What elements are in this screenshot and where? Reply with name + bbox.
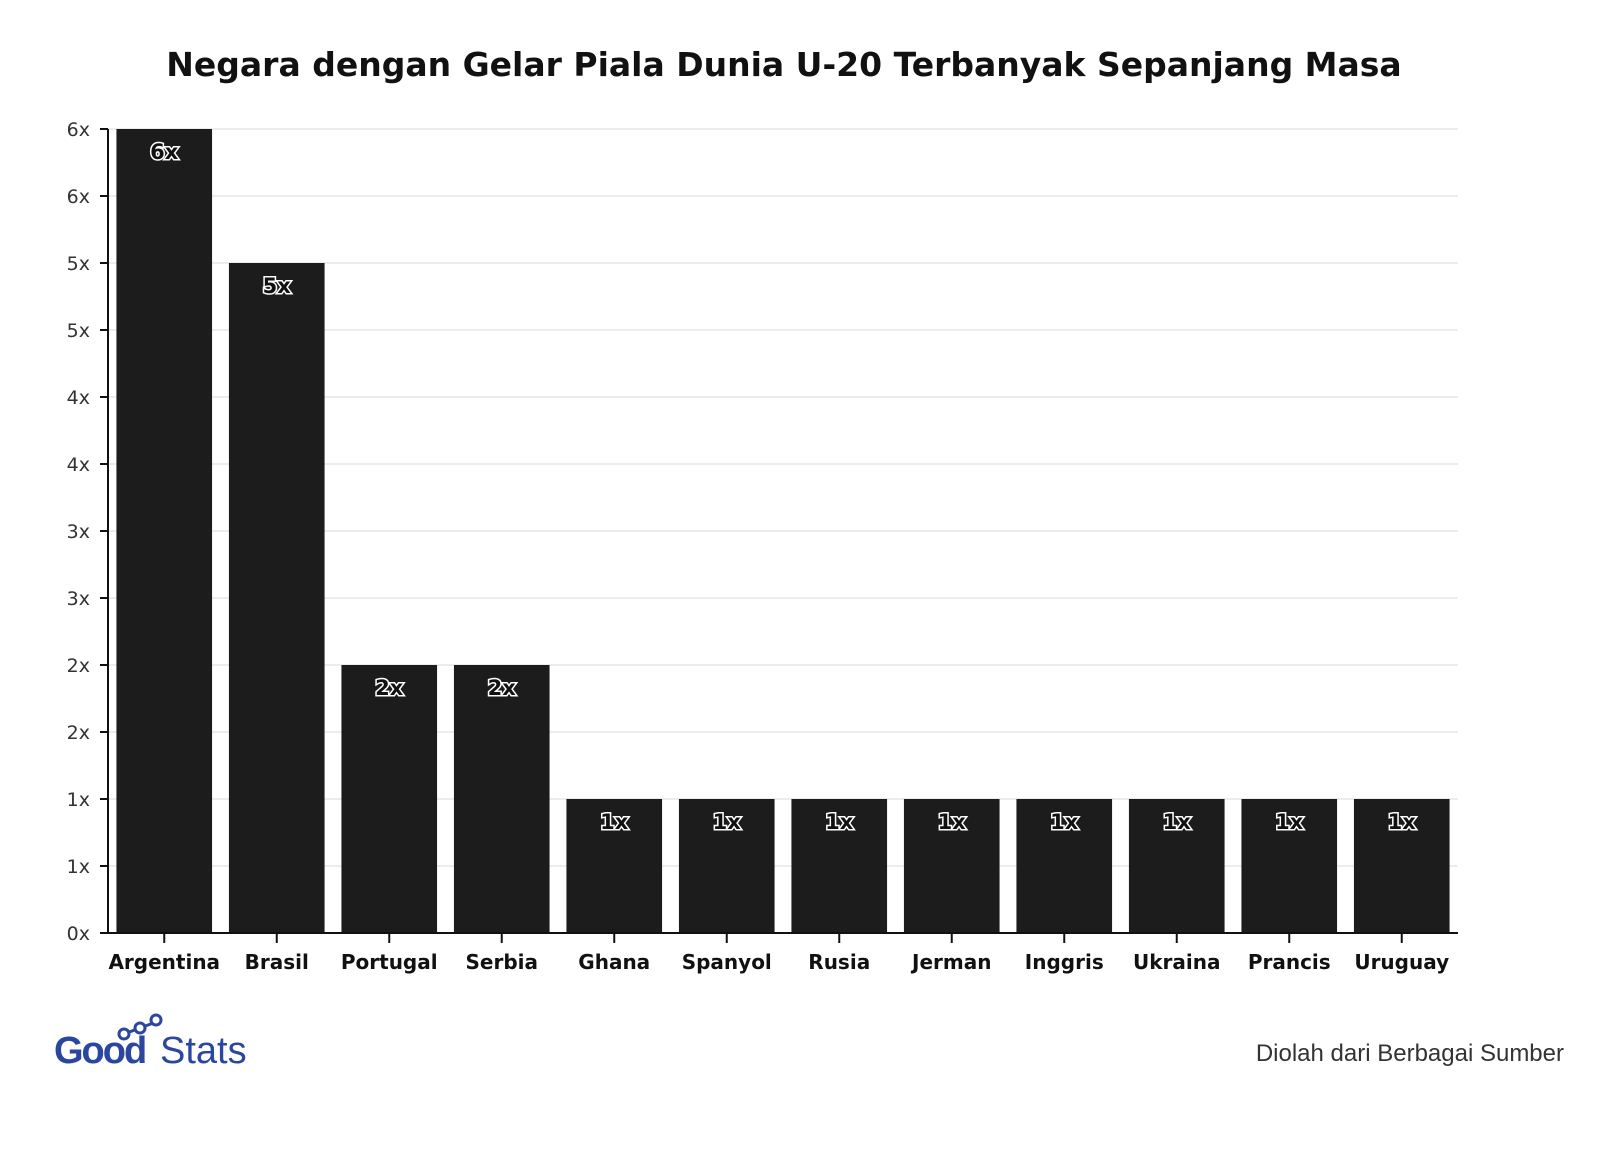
chart-title: Negara dengan Gelar Piala Dunia U-20 Ter…: [166, 45, 1401, 84]
bar-prancis: [1241, 799, 1338, 933]
y-tick-label: 4x: [67, 387, 90, 409]
bars: 6x 5x 2x 2x 1x 1x 1x 1x 1x 1x 1x 1x: [116, 129, 1450, 933]
y-tick-label: 6x: [67, 186, 90, 208]
goodstats-logo: Good Stats: [52, 1008, 262, 1074]
x-tick-label: Rusia: [808, 950, 870, 974]
bar-argentina: [116, 129, 213, 933]
x-tick-label: Serbia: [466, 950, 539, 974]
y-tick-label: 3x: [67, 521, 90, 543]
y-tick-label: 5x: [67, 253, 90, 275]
svg-text:Stats: Stats: [160, 1030, 247, 1070]
data-label: 2x: [375, 676, 404, 700]
x-tick-label: Prancis: [1248, 950, 1331, 974]
bar-uruguay: [1353, 799, 1450, 933]
y-tick-label: 3x: [67, 588, 90, 610]
x-axis: Argentina Brasil Portugal Serbia Ghana Spanyo…: [108, 932, 1458, 974]
x-tick-label: Inggris: [1025, 950, 1104, 974]
y-tick-label: 2x: [67, 655, 90, 677]
bar-brasil: [228, 263, 325, 933]
data-label: 1x: [1388, 810, 1417, 834]
bar-ukraina: [1128, 799, 1225, 933]
x-tick-label: Spanyol: [682, 950, 772, 974]
x-tick-label: Jerman: [910, 950, 991, 974]
data-label: 1x: [938, 810, 967, 834]
data-label: 1x: [1050, 810, 1079, 834]
data-label: 1x: [713, 810, 742, 834]
gridlines: [108, 128, 1458, 867]
data-label: 6x: [150, 140, 179, 164]
bar-ghana: [566, 799, 663, 933]
y-tick-label: 1x: [67, 789, 90, 811]
svg-text:Good: Good: [54, 1030, 145, 1070]
source-note: Diolah dari Berbagai Sumber: [1255, 1040, 1564, 1067]
data-label: 1x: [1275, 810, 1304, 834]
y-tick-label: 1x: [67, 856, 90, 878]
data-label: 1x: [600, 810, 629, 834]
y-axis: 0x 1x 1x 2x 2x 3x 3x 4x 4x 5x 5x 6x 6x: [67, 119, 109, 945]
bar-inggris: [1016, 799, 1113, 933]
bar-rusia: [791, 799, 888, 933]
data-label: 1x: [825, 810, 854, 834]
bar-serbia: [453, 665, 550, 933]
data-label: 2x: [488, 676, 517, 700]
x-tick-label: Uruguay: [1354, 950, 1449, 974]
y-tick-label: 6x: [67, 119, 90, 141]
y-tick-label: 4x: [67, 454, 90, 476]
x-tick-label: Brasil: [245, 950, 309, 974]
x-tick-label: Portugal: [341, 950, 438, 974]
bar-portugal: [341, 665, 438, 933]
data-label: 5x: [263, 274, 292, 298]
data-label: 1x: [1163, 810, 1192, 834]
y-tick-label: 5x: [67, 320, 90, 342]
x-tick-label: Ghana: [578, 950, 650, 974]
y-tick-label: 0x: [67, 923, 90, 945]
x-tick-label: Ukraina: [1133, 950, 1221, 974]
y-tick-label: 2x: [67, 722, 90, 744]
bar-spanyol: [678, 799, 775, 933]
x-tick-label: Argentina: [108, 950, 220, 974]
bar-jerman: [903, 799, 1000, 933]
